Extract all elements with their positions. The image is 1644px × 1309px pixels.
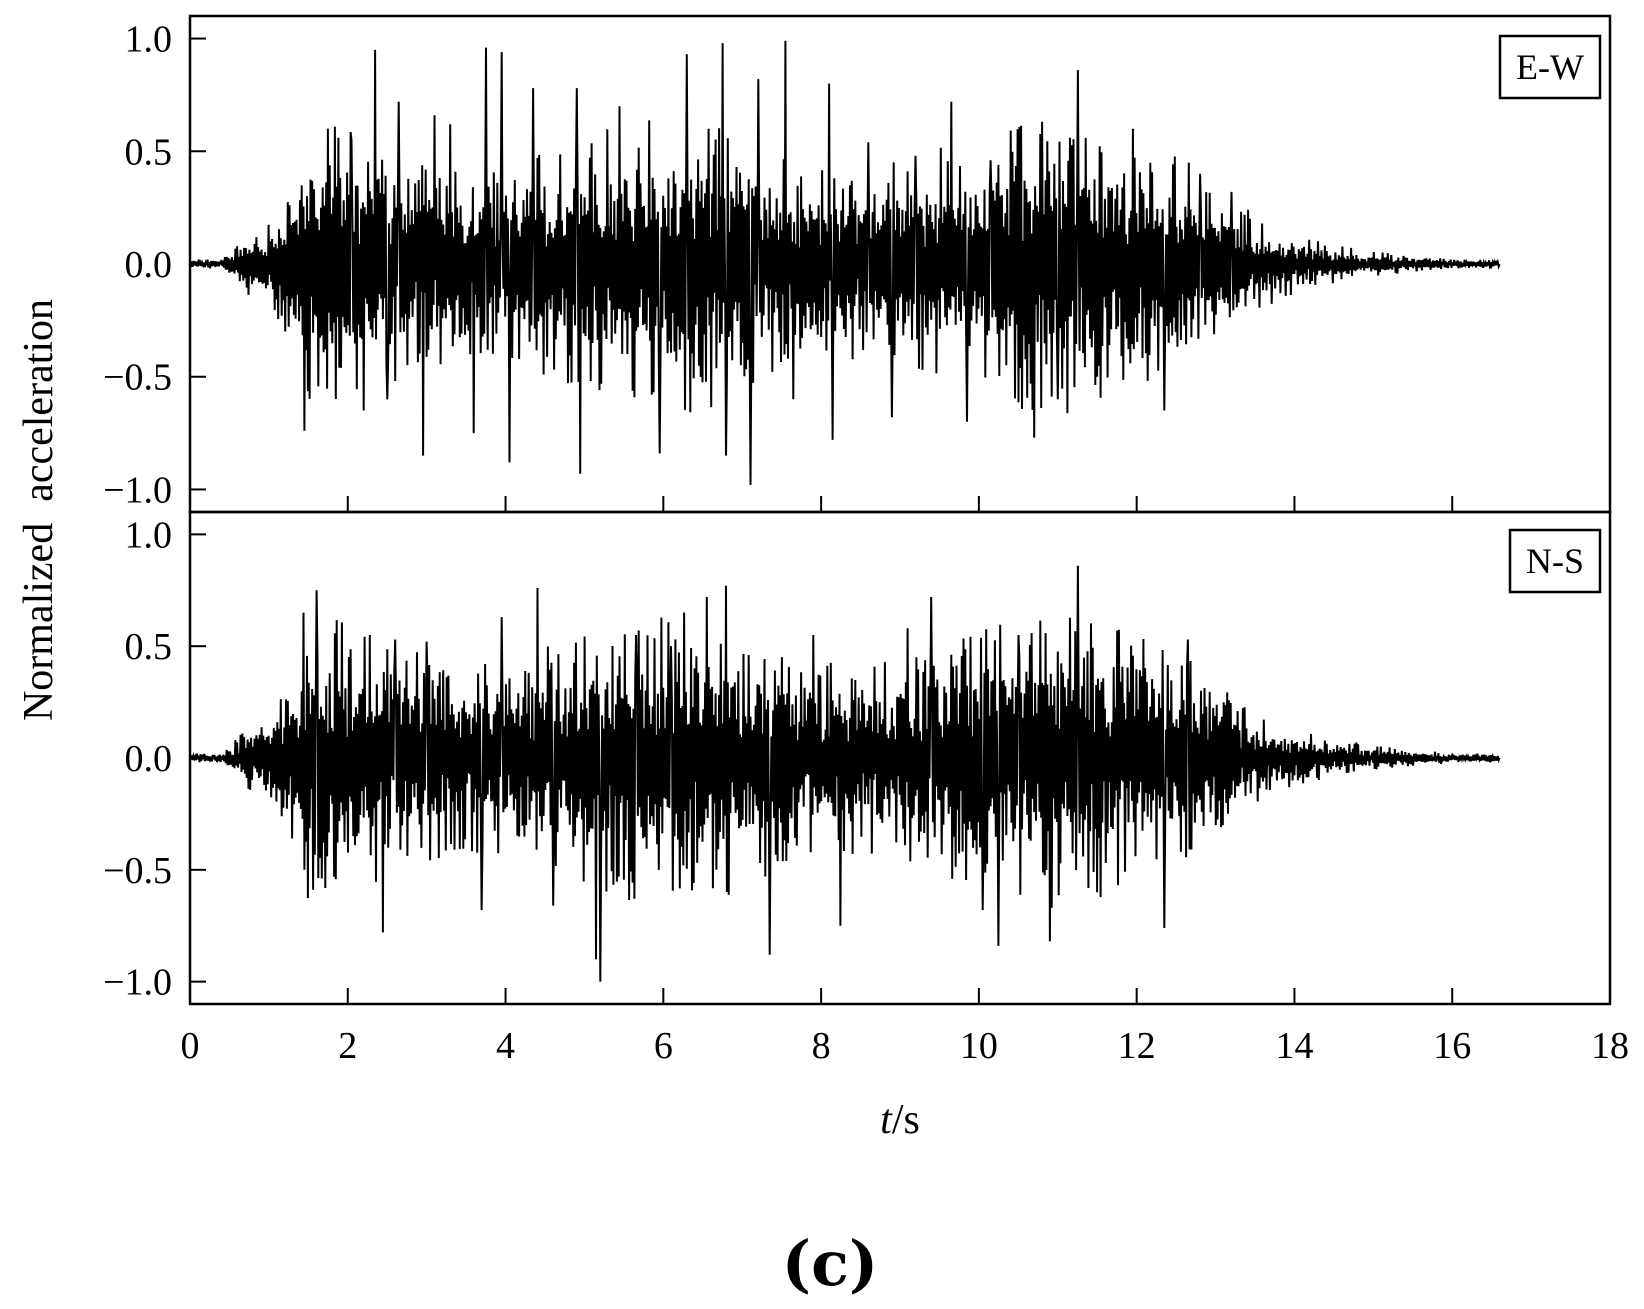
x-tick-label: 2 (338, 1025, 357, 1067)
x-tick-label: 8 (812, 1025, 831, 1067)
y-tick-label: 0.0 (125, 738, 173, 780)
y-tick-label: −1.0 (103, 469, 172, 511)
legend-label-ew: E-W (1516, 47, 1584, 87)
y-tick-label: −0.5 (103, 850, 172, 892)
x-tick-label: 12 (1118, 1025, 1156, 1067)
x-tick-label: 16 (1433, 1025, 1471, 1067)
x-tick-label: 6 (654, 1025, 673, 1067)
x-tick-labels: 0 2 4 6 8 10 12 14 16 18 (181, 1025, 1630, 1067)
x-axis-unit: /s (892, 1097, 920, 1143)
x-tick-label: 10 (960, 1025, 998, 1067)
series-ew (189, 40, 1501, 485)
waveform-n-s (189, 565, 1501, 982)
x-tick-label: 18 (1591, 1025, 1629, 1067)
legend-label-ns: N-S (1526, 541, 1584, 581)
legend-ns: N-S (1508, 528, 1602, 594)
legend-box-ew (1498, 34, 1602, 100)
y-axis-title: Normalized acceleration (16, 299, 62, 721)
legend-ew: E-W (1498, 34, 1602, 100)
x-axis-title: t/s (880, 1097, 920, 1143)
panel-bottom: −1.0 −0.5 0.0 0.5 1.0 N-S (103, 510, 1612, 1006)
x-tick-label: 14 (1275, 1025, 1313, 1067)
y-tick-label: 1.0 (125, 19, 173, 61)
x-axis-var: t (880, 1097, 893, 1143)
y-tick-label: 0.5 (125, 131, 173, 173)
y-tick-label: 0.5 (125, 626, 173, 668)
x-tick-label: 0 (181, 1025, 200, 1067)
y-tick-label: −0.5 (103, 357, 172, 399)
ticks-top (189, 37, 1611, 512)
y-tick-label: −1.0 (103, 962, 172, 1004)
y-tick-labels-bottom: −1.0 −0.5 0.0 0.5 1.0 (103, 514, 172, 1003)
legend-box-ns (1508, 528, 1602, 594)
x-tick-label: 4 (496, 1025, 515, 1067)
y-tick-label: 0.0 (125, 244, 173, 286)
series-ns (189, 565, 1501, 982)
y-tick-label: 1.0 (125, 514, 173, 556)
figure-caption: (c) (782, 1227, 878, 1300)
ticks-bottom (189, 533, 1611, 1004)
y-tick-labels-top: −1.0 −0.5 0.0 0.5 1.0 (103, 19, 172, 512)
waveform-e-w (189, 40, 1501, 485)
